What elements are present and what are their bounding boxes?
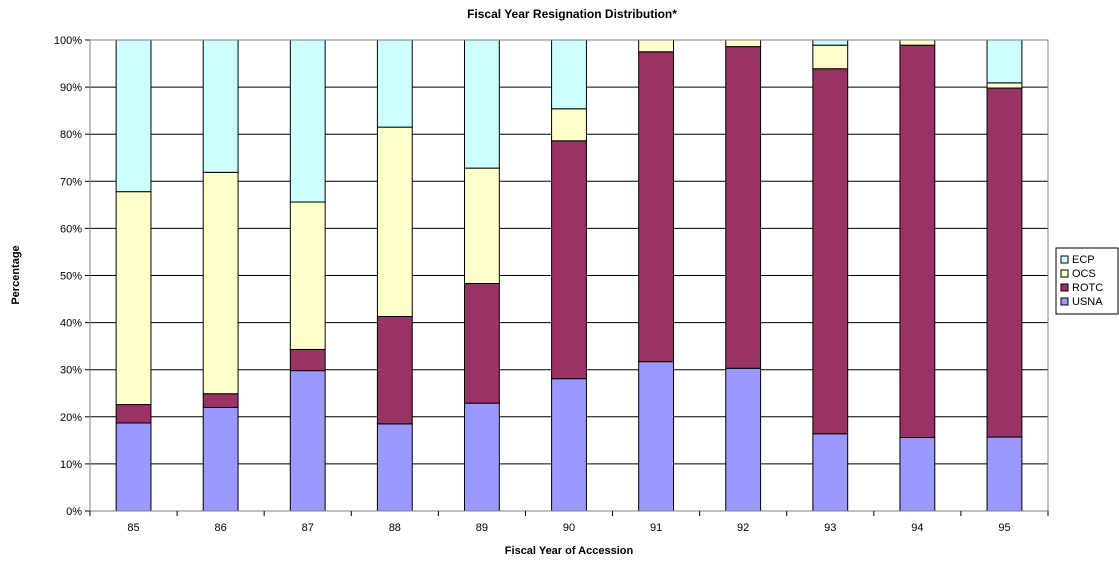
bar-segment-ecp [463,39,500,169]
bar-segment-usna [986,436,1023,512]
bar-segment-rotc [638,51,675,363]
y-axis-label: Percentage [10,245,22,304]
legend-swatch-ocs [1060,269,1069,278]
bar-segment-ocs [551,108,587,142]
bar-segment-ecp [551,39,587,110]
bar-segment-ecp [202,39,239,173]
x-tick-label: 93 [824,522,836,534]
x-tick-labels: 85 86 87 88 89 90 91 92 93 94 95 [89,511,1049,534]
bar-segment-usna [551,378,587,512]
bar-segment-rotc [899,44,936,439]
x-tick-label: 94 [911,522,923,534]
legend-label-ocs: OCS [1072,268,1096,280]
legend: ECP OCS ROTC USNA [1055,247,1119,315]
bar-segment-rotc [289,348,326,372]
y-tick-label: 50% [60,271,82,283]
chart-title: Fiscal Year Resignation Distribution* [467,7,677,21]
bar-segment-rotc [202,393,239,408]
bar-segment-rotc [812,68,849,435]
x-tick-label: 90 [563,522,575,534]
legend-swatch-usna [1060,297,1069,306]
plot-area [89,39,1049,512]
legend-label-ecp: ECP [1072,254,1095,266]
y-tick-label: 10% [60,459,82,471]
bar-segment-ocs [376,126,413,317]
bar-segment-ocs [638,39,675,53]
x-axis-label: Fiscal Year of Accession [505,545,634,557]
bar-segment-ecp [376,39,413,128]
x-tick-label: 88 [389,522,401,534]
bar-segment-rotc [551,140,587,380]
y-tick-labels: 0% 10% 20% 30% 40% 50% 60% 70% 80% 90% 100% [54,35,82,518]
bar-segment-ocs [812,44,849,70]
bar-segment-usna [202,406,239,512]
bar-segment-rotc [986,87,1023,438]
y-tick-label: 80% [60,129,82,141]
legend-swatch-rotc [1060,283,1069,292]
y-tick-label: 0% [66,506,82,518]
bar-segment-ecp [986,39,1023,84]
y-tick-label: 70% [60,176,82,188]
bar-segment-ocs [725,39,762,48]
x-tick-label: 89 [476,522,488,534]
x-tick-label: 86 [215,522,227,534]
x-tick-label: 87 [302,522,314,534]
bar-segment-usna [463,402,500,512]
bar-segment-ocs [202,171,239,395]
bar-segment-ecp [812,39,849,46]
bar-segment-ocs [986,82,1023,89]
bar-segment-usna [638,361,675,512]
y-tick-label: 90% [60,82,82,94]
y-tick-label: 20% [60,412,82,424]
y-tick-label: 40% [60,318,82,330]
x-tick-label: 85 [127,522,139,534]
y-tick-label: 60% [60,223,82,235]
bar-segment-usna [725,367,762,512]
bar-segment-usna [376,423,413,512]
bar-segment-rotc [463,283,500,404]
y-tick-label: 100% [54,35,82,47]
bar-segment-ocs [899,39,936,46]
legend-swatch-ecp [1060,255,1069,264]
bar-segment-ocs [115,191,152,406]
bar-segment-usna [289,370,326,512]
legend-label-rotc: ROTC [1072,282,1103,294]
x-tick-label: 91 [650,522,662,534]
bar-segment-ocs [289,201,326,350]
bar-segment-ecp [115,39,152,193]
bar-segment-usna [899,437,936,512]
bar-segment-rotc [376,315,413,425]
x-tick-label: 95 [998,522,1010,534]
y-tick-label: 30% [60,365,82,377]
bars [115,39,1023,512]
bar-segment-usna [115,422,152,512]
legend-label-usna: USNA [1072,296,1103,308]
bar-segment-usna [812,433,849,512]
bar-segment-ecp [289,39,326,203]
bar-segment-ocs [463,167,500,285]
x-tick-label: 92 [737,522,749,534]
bar-segment-rotc [725,46,762,369]
bar-segment-rotc [115,404,152,424]
